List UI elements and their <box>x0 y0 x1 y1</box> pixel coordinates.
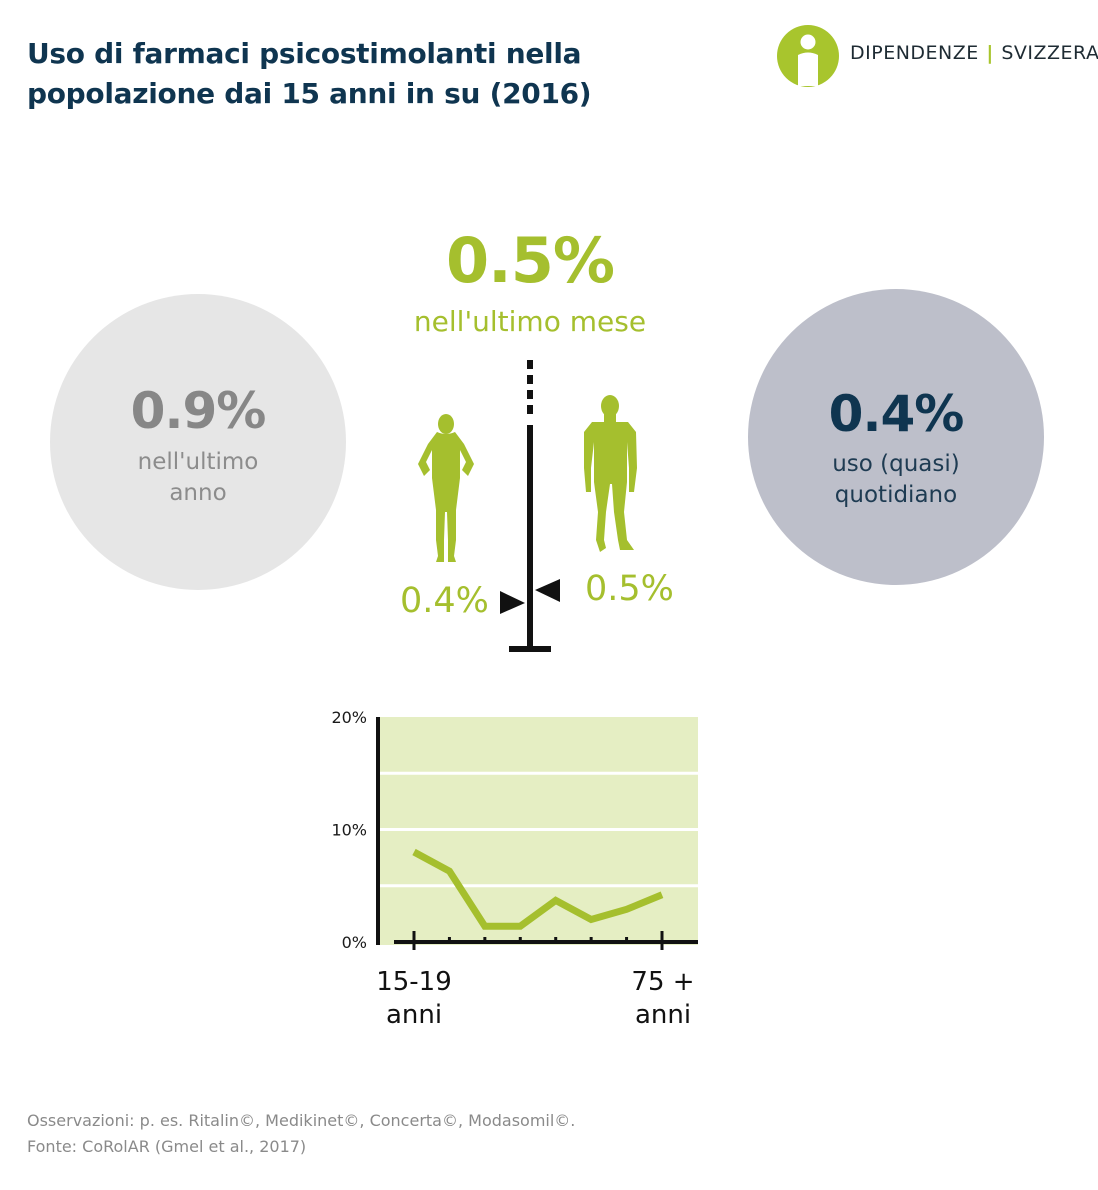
x-label-first: 15-19 anni <box>376 967 452 1030</box>
woman-silhouette-icon <box>418 414 474 562</box>
x-label-last: 75 + anni <box>631 967 695 1030</box>
usage-by-age-line <box>412 848 664 930</box>
x-axis-line <box>394 940 698 944</box>
footer-source: Fonte: CoRolAR (Gmel et al., 2017) <box>27 1137 307 1156</box>
last-year-label-line-2: anno <box>169 480 227 506</box>
title-line-1: Uso di farmaci psicostimolanti nella <box>27 37 582 70</box>
scale-dotted-top <box>527 360 533 414</box>
brand-name-left: DIPENDENZE <box>850 42 979 64</box>
scale-base <box>509 646 551 652</box>
chart-gridlines <box>379 771 698 888</box>
daily-use-label-line-1: uso (quasi) <box>832 451 960 477</box>
info-person-icon <box>777 25 839 87</box>
brand-name-right: SVIZZERA <box>1001 42 1098 64</box>
title-line-2: popolazione dai 15 anni in su (2016) <box>27 77 592 110</box>
y-axis-line <box>376 717 380 945</box>
brand-name: DIPENDENZE | SVIZZERA <box>850 42 1098 64</box>
daily-use-value: 0.4% <box>828 385 965 443</box>
last-year-label-line-1: nell'ultimo <box>137 449 259 475</box>
man-silhouette-icon <box>584 395 637 552</box>
y-tick-label: 20% <box>331 708 367 727</box>
page-title: Uso di farmaci psicostimolanti nella pop… <box>27 34 707 114</box>
daily-use-circle: 0.4% uso (quasi) quotidiano <box>748 289 1044 585</box>
chart-y-ticks: 20% 10% 0% <box>331 708 367 952</box>
y-tick-label: 10% <box>331 821 367 840</box>
last-year-value: 0.9% <box>130 382 267 440</box>
brand-logo: DIPENDENZE | SVIZZERA <box>776 24 1098 88</box>
female-value: 0.4% <box>400 581 489 621</box>
last-year-label: nell'ultimo anno <box>50 447 346 509</box>
last-month-value: 0.5% <box>446 224 615 297</box>
footer-note: Osservazioni: p. es. Ritalin©, Medikinet… <box>27 1111 576 1130</box>
scale-pointer-female <box>500 591 525 614</box>
footer: Osservazioni: p. es. Ritalin©, Medikinet… <box>27 1108 575 1160</box>
scale-pole <box>527 425 533 650</box>
male-value: 0.5% <box>585 569 674 609</box>
daily-use-label-line-2: quotidiano <box>834 482 958 508</box>
daily-use-label: uso (quasi) quotidiano <box>748 449 1044 511</box>
y-tick-label: 0% <box>342 933 367 952</box>
last-month-label: nell'ultimo mese <box>413 305 647 338</box>
last-year-circle: 0.9% nell'ultimo anno <box>50 294 346 590</box>
scale-pointer-male <box>535 579 560 602</box>
brand-separator: | <box>986 42 994 64</box>
